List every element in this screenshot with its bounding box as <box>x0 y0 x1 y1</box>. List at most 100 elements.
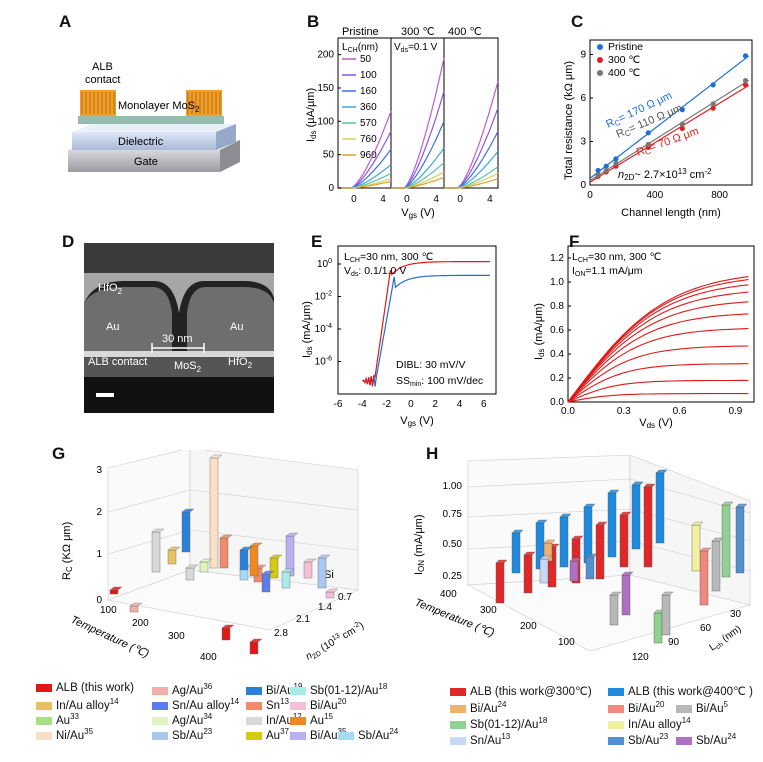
f-output-curve <box>567 313 749 403</box>
b-legend-label: 50 <box>360 54 372 65</box>
b-curve-160 <box>444 131 499 189</box>
b-xlabel: Vgs (V) <box>401 207 435 220</box>
g-bar <box>221 627 231 641</box>
c-data-point <box>645 130 651 136</box>
c-data-point <box>710 101 716 107</box>
b-col-title-300: 300 ℃ <box>401 26 435 38</box>
legend-h-label: In/Au alloy <box>628 718 682 731</box>
legend-g-label: Sb/Au <box>172 729 204 742</box>
legend-g-ref: 37 <box>280 727 289 736</box>
legend-h-ref: 24 <box>727 732 737 741</box>
h-l-tick-120: 120 <box>632 652 649 663</box>
g-bar-top <box>167 546 181 551</box>
c-data-point <box>645 141 651 147</box>
legend-g-entry: Sn13 <box>246 697 289 712</box>
g-bar-top <box>325 588 339 593</box>
legend-h-label: Sb/Au <box>628 734 660 747</box>
g-bar <box>249 641 259 655</box>
h-bar-top <box>609 591 622 596</box>
panel-c-chart: 0 3 6 9 0 400 800 Total resistance (kΩ μm) Ch… <box>563 39 753 219</box>
legend-g-swatch <box>152 716 168 725</box>
h-bar <box>511 532 521 574</box>
legend-g-ref: 33 <box>70 712 79 721</box>
f-ytick: 1.0 <box>550 277 564 288</box>
c-data-point <box>679 107 685 113</box>
legend-g-label: Bi/Au <box>310 729 338 742</box>
legend-h-entry: ALB (this work@300℃) <box>450 684 592 698</box>
h-bar-top <box>595 521 608 526</box>
panel-e-chart: 100 10-2 10-4 10-6 -6 -4 -2 0 2 4 6 Ids (mA/μm) V… <box>301 245 497 428</box>
au-left-contact <box>84 287 172 351</box>
g-bar <box>261 573 271 593</box>
h-ztick-0.75: 0.75 <box>443 509 463 520</box>
h-l-label: Lch (nm) <box>707 624 744 655</box>
legend-g-label: Sn/Au alloy <box>172 699 231 712</box>
panel-a-device-illustration: ALB contact Monolayer MoS2 Dielectric Ga… <box>60 40 242 180</box>
e-xtick: 4 <box>457 399 463 410</box>
h-bar-top <box>699 547 712 552</box>
c-xtick: 400 <box>646 190 663 201</box>
legend-g-entry: Sn/Au alloy14 <box>152 697 239 712</box>
g-bar-top <box>281 568 295 573</box>
panel-a-label: A <box>59 12 72 31</box>
h-zlabel: ION (mA/μm) <box>413 514 426 575</box>
g-bar <box>249 545 259 577</box>
d-gap-label: 30 nm <box>162 333 193 345</box>
e-dibl-note: DIBL: 30 mV/V <box>396 359 465 371</box>
g-bar-top <box>221 624 235 629</box>
h-bar <box>569 560 579 582</box>
h-temp-label: Temperature (℃) <box>413 597 496 640</box>
legend-g-entry: Au15 <box>290 712 333 727</box>
h-ztick-0.25: 0.25 <box>443 571 463 582</box>
f-output-curve <box>567 379 749 403</box>
legend-h-entry: In/Au alloy14 <box>608 716 691 731</box>
legend-h-entry: Sn/Au13 <box>450 732 510 747</box>
legend-g-entry: Bi/Au19 <box>246 682 302 697</box>
c-data-point <box>742 53 749 59</box>
legend-g-swatch <box>152 731 168 740</box>
f-lch-note: LCH=30 nm, 300 ℃ <box>572 251 662 264</box>
f-axes-frame <box>567 245 755 403</box>
b-xtick: 4 <box>487 194 493 205</box>
b-curve-100 <box>444 107 499 189</box>
panel-d-label: D <box>62 232 75 251</box>
b-xtick: 0 <box>457 194 463 205</box>
f-ytick: 0.6 <box>550 325 564 336</box>
c-legend-label: Pristine <box>608 41 643 53</box>
h-bar-top <box>643 483 656 488</box>
h-bar-top <box>511 529 524 534</box>
e-xtick: -4 <box>358 399 367 410</box>
legend-g-swatch <box>338 731 354 740</box>
c-data-point <box>603 163 609 169</box>
legend-g-label: Ni/Au <box>56 729 85 742</box>
g-temp-tick-100: 100 <box>100 605 117 616</box>
e-xlabel: Vgs (V) <box>400 415 434 428</box>
b-ylabel: Ids (µA/µm) <box>305 88 318 142</box>
f-ytick: 0.2 <box>550 373 564 384</box>
h-bar-top <box>539 555 552 560</box>
c-legend-label: 300 ℃ <box>608 54 640 66</box>
b-curve-50 <box>338 111 392 189</box>
dielectric-layer <box>72 132 216 150</box>
legend-g-label: ALB (this work) <box>56 682 134 694</box>
b-curve-360 <box>391 147 445 189</box>
h-bar <box>585 556 595 580</box>
g-bar <box>281 571 291 589</box>
alb-contact-left <box>80 90 116 116</box>
h-bar-top <box>559 513 572 518</box>
b-ytick: 0 <box>328 183 334 194</box>
h-l-tick-60: 60 <box>700 623 712 634</box>
g-bar-top <box>185 564 199 569</box>
e-curve-vds-1.0 <box>361 261 490 387</box>
e-axes-frame <box>337 245 497 395</box>
g-bar-top <box>285 532 299 537</box>
c-data-point <box>742 78 749 84</box>
f-ytick: 0.0 <box>550 397 564 408</box>
legend-g-swatch <box>36 701 52 710</box>
legend-h-ref: 20 <box>655 700 665 709</box>
e-xtick: 0 <box>408 399 414 410</box>
f-xtick: 0.9 <box>728 406 742 417</box>
b-ytick: 200 <box>317 50 334 61</box>
legend-h-entry: Bi/Au5 <box>676 700 728 715</box>
legend-h-label: Bi/Au <box>696 702 724 715</box>
